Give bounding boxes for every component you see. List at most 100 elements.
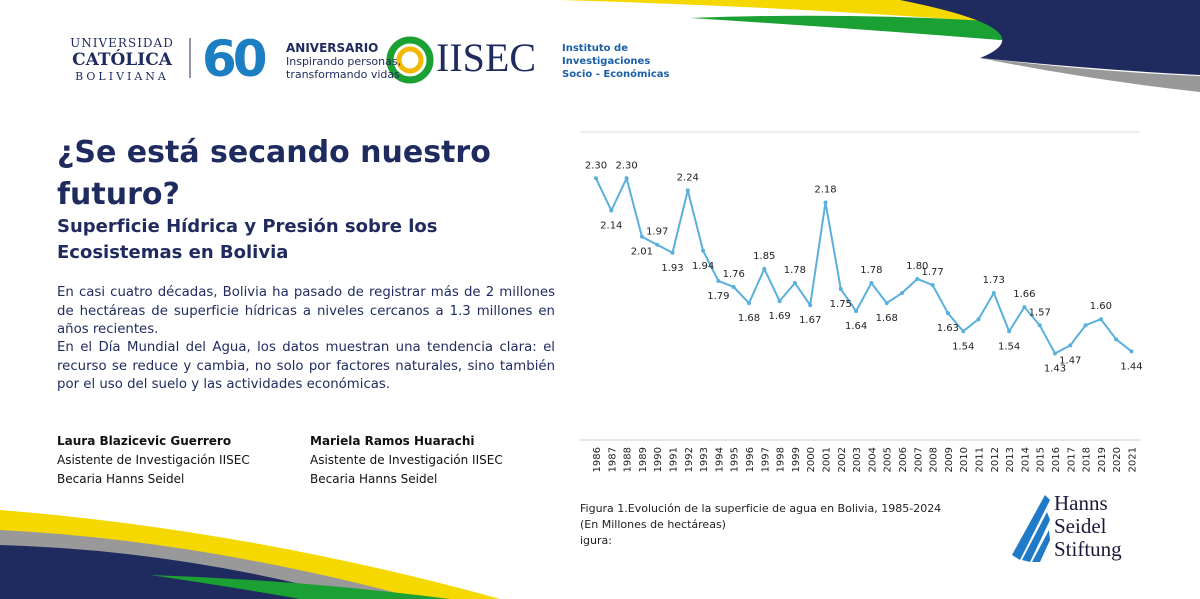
paragraph: En casi cuatro décadas, Bolivia ha pasad… xyxy=(57,285,555,337)
point xyxy=(792,280,797,285)
iisec-text: Instituto de Investigaciones Socio - Eco… xyxy=(562,42,670,81)
point xyxy=(777,299,782,304)
data-label: 1.80 xyxy=(906,261,928,272)
point xyxy=(594,176,598,181)
point xyxy=(624,176,629,181)
logo-text: Seidel xyxy=(1054,514,1107,538)
author-name: Laura Blazicevic Guerrero xyxy=(57,434,232,448)
point xyxy=(945,311,950,316)
point xyxy=(731,285,736,290)
logo-text: Stiftung xyxy=(1054,537,1122,561)
data-label: 1.68 xyxy=(738,313,760,324)
x-tick-label: 2002 xyxy=(837,447,848,472)
subtitle: Superficie Hídrica y Presión sobre los E… xyxy=(57,216,438,263)
line xyxy=(595,175,1133,355)
point xyxy=(1098,317,1103,322)
point xyxy=(670,250,675,255)
x-tick-label: 1990 xyxy=(653,447,664,472)
data-label: 1.63 xyxy=(937,323,959,334)
author: Mariela Ramos Huarachi Asistente de Inve… xyxy=(310,432,503,489)
iisec-logo-mark xyxy=(386,36,434,84)
x-tick-label: 2021 xyxy=(1128,447,1139,472)
point xyxy=(655,242,660,247)
swoosh xyxy=(150,575,450,599)
author-grant: Becaria Hanns Seidel xyxy=(310,472,438,486)
x-tick-label: 2019 xyxy=(1097,447,1108,472)
point xyxy=(1114,337,1119,342)
ucb-logo: UNIVERSIDAD CATÓLICA BOLIVIANA xyxy=(62,36,182,83)
x-tick-label: 1989 xyxy=(638,447,649,472)
point xyxy=(854,309,859,314)
point xyxy=(915,276,920,281)
data-label: 1.54 xyxy=(998,341,1020,352)
point xyxy=(762,266,767,271)
title: ¿Se está secando nuestro futuro? xyxy=(57,135,491,212)
data-label: 1.66 xyxy=(1013,289,1035,300)
point xyxy=(961,329,966,334)
point xyxy=(747,301,751,306)
author: Laura Blazicevic Guerrero Asistente de I… xyxy=(57,432,250,489)
x-tick-label: 2012 xyxy=(990,447,1001,472)
point xyxy=(976,317,981,322)
data-label: 1.67 xyxy=(799,315,821,326)
point xyxy=(808,303,813,308)
point xyxy=(884,301,889,306)
anniversary: ANIVERSARIO Inspirando personas, transfo… xyxy=(286,42,402,82)
point xyxy=(930,282,935,287)
data-label: 1.73 xyxy=(983,275,1005,286)
point xyxy=(900,291,904,296)
data-label: 2.14 xyxy=(600,221,622,232)
x-tick-label: 2010 xyxy=(959,447,970,472)
x-tick-label: 1987 xyxy=(607,447,618,472)
data-label: 1.60 xyxy=(1090,301,1112,312)
point xyxy=(1053,351,1057,356)
x-tick-label: 2014 xyxy=(1020,447,1031,472)
logo-text: CATÓLICA xyxy=(72,50,172,70)
data-label: 2.30 xyxy=(585,160,607,171)
logo-text: Inspirando personas, xyxy=(286,55,402,68)
point xyxy=(685,188,690,193)
data-label: 1.75 xyxy=(830,299,852,310)
data-label: 1.93 xyxy=(661,263,683,274)
x-tick-label: 2004 xyxy=(867,447,878,472)
point xyxy=(609,208,614,213)
x-tick-label: 1988 xyxy=(623,447,634,472)
caption: (En Millones de hectáreas) xyxy=(580,518,726,531)
x-tick-label: 2006 xyxy=(898,447,909,472)
x-tick-label: 2017 xyxy=(1066,447,1077,472)
x-tick-label: 2003 xyxy=(852,447,863,472)
point xyxy=(1129,349,1134,354)
point xyxy=(1037,323,1042,328)
hss-logo: Hanns Seidel Stiftung xyxy=(1054,492,1122,561)
point xyxy=(1007,329,1012,334)
logo-text: UNIVERSIDAD xyxy=(70,36,174,50)
data-label: 1.64 xyxy=(845,321,867,332)
x-tick-label: 2008 xyxy=(929,447,940,472)
x-tick-label: 1998 xyxy=(776,447,787,472)
paragraph: En el Día Mundial del Agua, los datos mu… xyxy=(57,340,555,392)
x-tick-label: 2005 xyxy=(883,447,894,472)
point xyxy=(1083,323,1088,328)
point xyxy=(701,248,706,253)
point xyxy=(991,291,996,296)
author-role: Asistente de Investigación IISEC xyxy=(57,453,250,467)
swoosh xyxy=(900,0,1200,75)
data-label: 1.94 xyxy=(692,261,714,272)
x-tick-label: 2009 xyxy=(944,447,955,472)
anniversary-number: 60 xyxy=(202,30,268,88)
x-tick-label: 2020 xyxy=(1112,447,1123,472)
iisec-logo-mark xyxy=(396,46,424,74)
point xyxy=(823,200,828,205)
data-label: 1.57 xyxy=(1029,307,1051,318)
x-tick-label: 1994 xyxy=(714,447,725,472)
data-label: 1.43 xyxy=(1044,363,1066,374)
data-label: 1.77 xyxy=(921,267,943,278)
x-tick-label: 1991 xyxy=(669,447,680,472)
x-tick-label: 2000 xyxy=(806,447,817,472)
point xyxy=(1068,343,1073,348)
author-grant: Becaria Hanns Seidel xyxy=(57,472,185,486)
caption: igura: xyxy=(580,534,612,547)
x-tick-label: 2007 xyxy=(913,447,924,472)
data-label: 1.85 xyxy=(753,251,775,262)
